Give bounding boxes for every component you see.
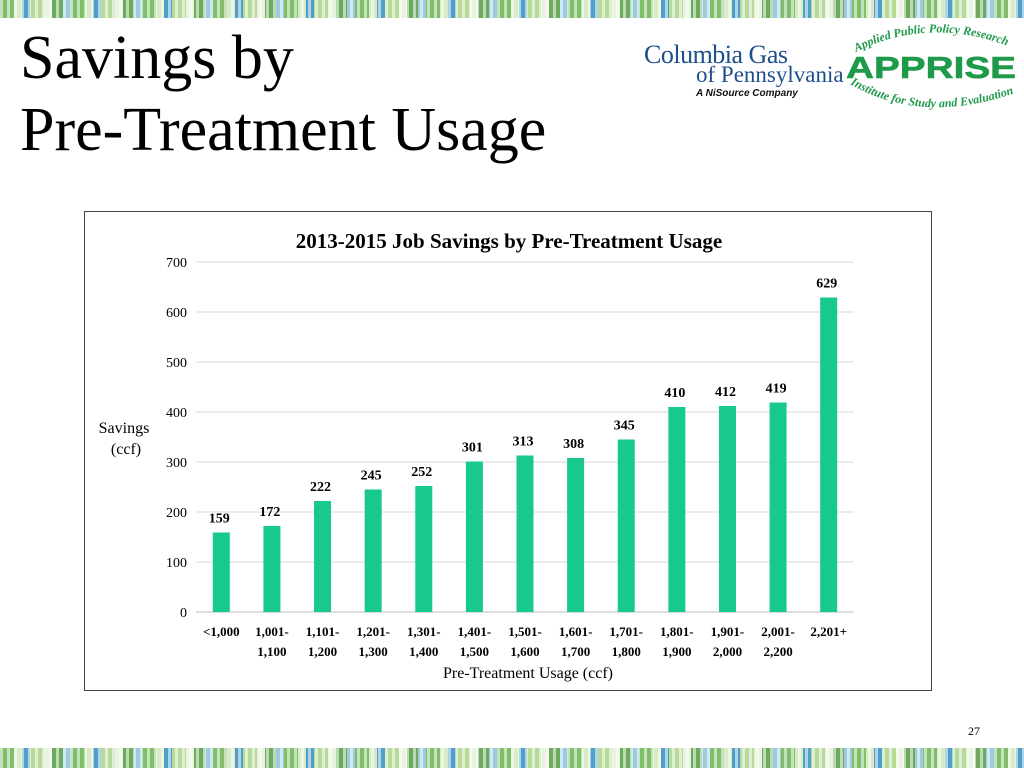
data-label: 313: [513, 435, 534, 450]
top-decorative-stripe: [0, 0, 1024, 18]
x-tick-label: 1,501- 1,600: [508, 624, 542, 659]
data-label: 419: [766, 382, 787, 397]
x-tick-label-line: 2,001-: [761, 624, 795, 639]
x-tick-label: 1,201- 1,300: [356, 624, 390, 659]
y-tick-label: 200: [166, 506, 187, 521]
bar: [617, 439, 635, 612]
x-tick-label: <1,000: [203, 624, 240, 639]
y-tick-label: 300: [166, 456, 187, 471]
y-tick-label: 600: [166, 306, 187, 321]
x-tick-label: 1,301- 1,400: [407, 624, 441, 659]
y-tick-label: 500: [166, 356, 187, 371]
x-tick-label-line: 1,901-: [711, 624, 745, 639]
x-tick-label-line: 1,601-: [559, 624, 593, 639]
x-axis-label: Pre-Treatment Usage (ccf): [443, 665, 613, 682]
bar: [263, 526, 281, 612]
data-labels: 159 172 222 245 252 301 313 308 345 410 412 419 629: [209, 277, 837, 527]
x-tick-label-line: 1,400: [409, 644, 438, 659]
bar: [314, 501, 332, 612]
bottom-decorative-stripe: [0, 748, 1024, 768]
page-number: 27: [968, 724, 980, 738]
x-tick-label-line: 1,001-: [255, 624, 289, 639]
data-label: 222: [310, 480, 331, 495]
data-label: 172: [259, 505, 280, 520]
bar: [415, 486, 433, 612]
x-tick-label-line: 1,201-: [356, 624, 390, 639]
data-label: 308: [563, 437, 584, 452]
x-tick-label-line: 1,501-: [508, 624, 542, 639]
x-tick-label-line: 1,600: [510, 644, 539, 659]
data-label: 301: [462, 441, 483, 456]
x-tick-label: 1,901- 2,000: [711, 624, 745, 659]
bar: [718, 406, 736, 612]
chart-container: 2013-2015 Job Savings by Pre-Treatment U…: [84, 211, 932, 691]
data-label: 629: [816, 277, 837, 292]
x-tick-label-line: 1,100: [257, 644, 286, 659]
x-tick-label-line: 1,200: [308, 644, 337, 659]
savings-bar-chart: 2013-2015 Job Savings by Pre-Treatment U…: [99, 229, 854, 682]
x-tick-label-line: 1,301-: [407, 624, 441, 639]
x-tick-label-line: 1,300: [359, 644, 388, 659]
x-tick-label-line: <1,000: [203, 624, 240, 639]
data-label: 159: [209, 512, 230, 527]
x-tick-labels: <1,000 1,001-1,1001,101-1,2001,201-1,3001…: [203, 624, 847, 659]
bar: [668, 407, 686, 612]
y-axis-label: Savings (ccf): [99, 420, 154, 458]
x-tick-label-line: 2,000: [713, 644, 742, 659]
x-tick-label: 1,401- 1,500: [458, 624, 492, 659]
y-tick-label: 100: [166, 556, 187, 571]
x-tick-label-line: 1,800: [612, 644, 641, 659]
x-tick-label-line: 1,500: [460, 644, 489, 659]
chart-title: 2013-2015 Job Savings by Pre-Treatment U…: [296, 229, 722, 253]
y-tick-label: 0: [180, 606, 187, 621]
bar: [820, 297, 838, 612]
x-tick-label: 1,101- 1,200: [306, 624, 340, 659]
apprise-logo: Applied Public Policy Research APPRISE I…: [846, 22, 1017, 110]
slide-title-line-2: Pre-Treatment Usage: [20, 96, 547, 164]
bar: [769, 402, 787, 612]
slide-title-line-1: Savings by: [20, 24, 294, 92]
x-tick-label: 1,701- 1,800: [609, 624, 643, 659]
data-label: 412: [715, 385, 736, 400]
x-tick-label-line: 2,201+: [810, 624, 847, 639]
data-label: 252: [411, 465, 432, 480]
x-tick-label-line: 1,801-: [660, 624, 694, 639]
bar: [364, 489, 382, 612]
data-label: 410: [664, 386, 685, 401]
x-tick-label: 1,801- 1,900: [660, 624, 694, 659]
y-axis-label-line-2: (ccf): [111, 441, 141, 458]
columbia-gas-logo-line-2: of Pennsylvania: [696, 62, 844, 87]
columbia-gas-logo-line-1: Columbia Gas: [644, 40, 788, 69]
slide-title: Savings by Pre-Treatment Usage: [20, 22, 546, 166]
x-tick-label: 1,001- 1,100: [255, 624, 289, 659]
x-tick-label: 2,001- 2,200: [761, 624, 795, 659]
columbia-gas-logo: Columbia Gas of Pennsylvania A NiSource …: [644, 40, 844, 102]
x-tick-label-line: 1,701-: [609, 624, 643, 639]
y-axis-label-line-1: Savings: [99, 420, 150, 437]
columbia-gas-tagline: A NiSource Company: [696, 88, 798, 99]
x-tick-label-line: 1,401-: [458, 624, 492, 639]
bar: [212, 532, 230, 612]
x-tick-label-line: 1,900: [662, 644, 691, 659]
x-tick-label-line: 1,700: [561, 644, 590, 659]
data-label: 245: [361, 469, 382, 484]
data-label: 345: [614, 419, 635, 434]
y-tick-labels: 0 100 200 300 400 500 600 700: [166, 256, 187, 621]
x-tick-label: 1,601- 1,700: [559, 624, 593, 659]
y-tick-label: 700: [166, 256, 187, 271]
apprise-name: APPRISE: [846, 50, 1016, 85]
x-tick-label-line: 1,101-: [306, 624, 340, 639]
x-tick-label: 2,201+: [810, 624, 847, 639]
x-tick-label-line: 2,200: [763, 644, 792, 659]
y-tick-label: 400: [166, 406, 187, 421]
bars: [212, 297, 838, 612]
bar: [516, 455, 534, 612]
bar: [465, 461, 483, 612]
bar: [567, 458, 585, 612]
